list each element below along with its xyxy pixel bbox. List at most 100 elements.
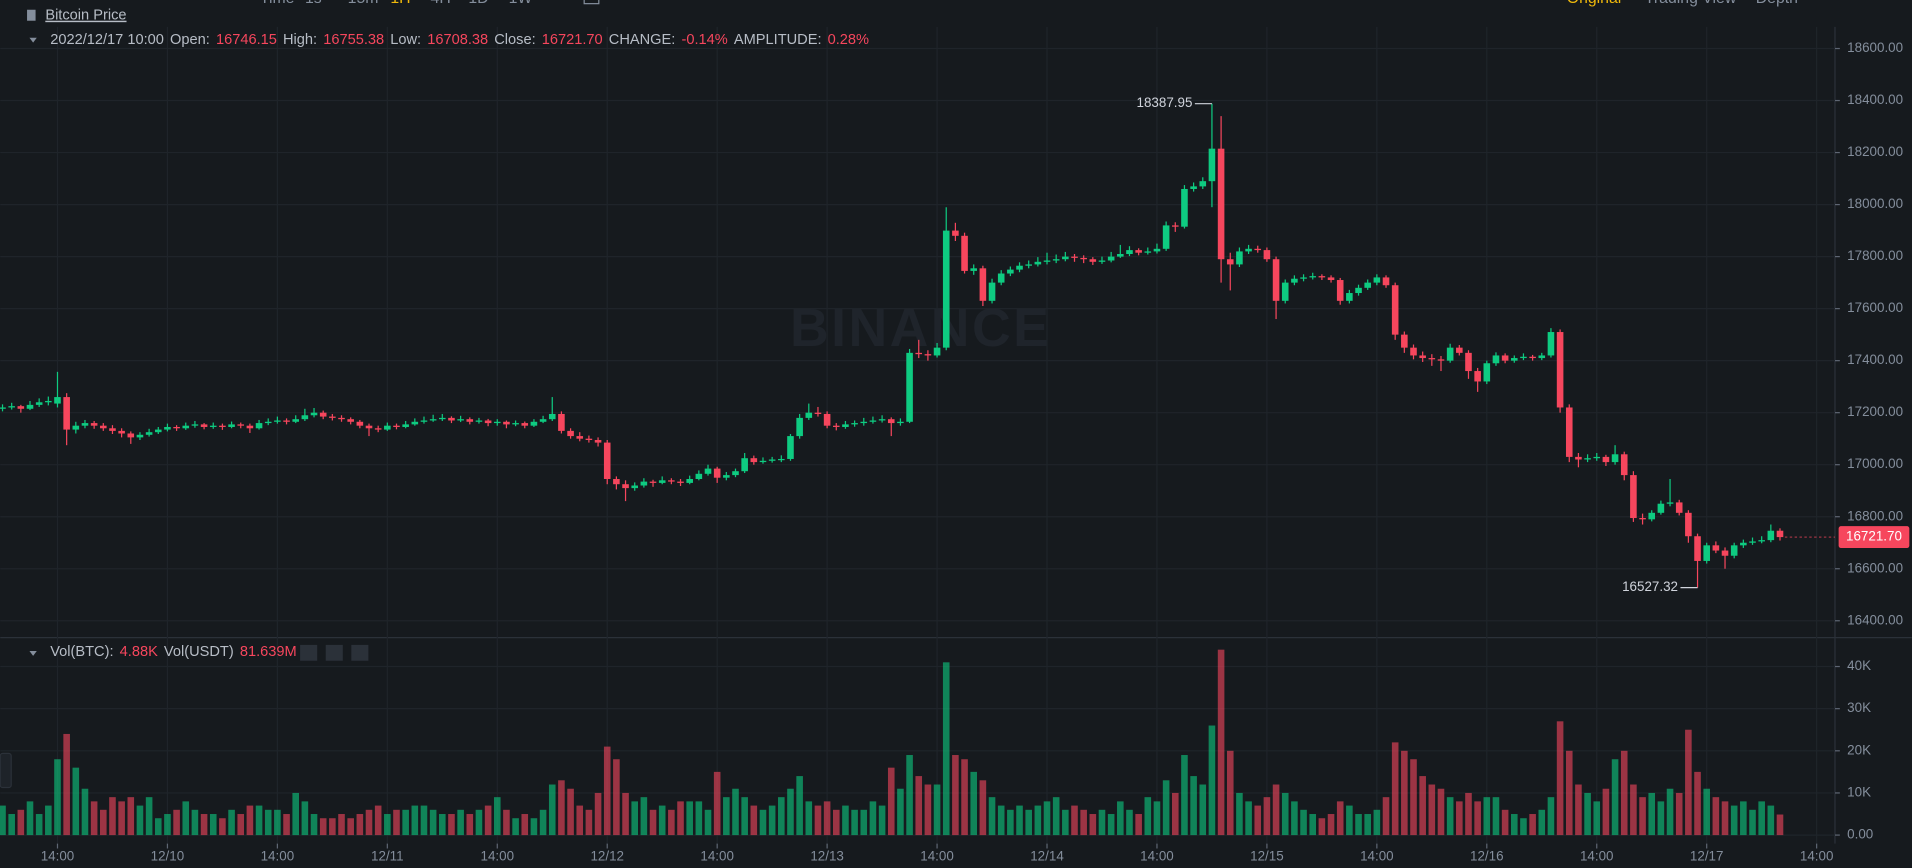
- volume-bar: [429, 809, 437, 836]
- candle-body: [1501, 355, 1509, 361]
- info-value: 16708.38: [427, 32, 488, 48]
- volume-bar: [356, 814, 364, 836]
- price-tag-label: 16721.70: [1846, 529, 1902, 544]
- candle-body: [1190, 186, 1197, 189]
- volume-bar: [521, 814, 529, 836]
- vol-button[interactable]: [300, 644, 318, 661]
- volume-bar: [814, 805, 822, 836]
- x-tick-label: 12/17: [1690, 849, 1724, 864]
- candle-body: [292, 419, 299, 422]
- volume-bar: [1327, 814, 1335, 836]
- candle-body: [558, 413, 565, 431]
- candle-body: [1675, 502, 1683, 513]
- volume-bar: [1300, 809, 1307, 836]
- candle-body: [1089, 259, 1097, 262]
- interval-button[interactable]: Time: [260, 0, 295, 7]
- volume-bar: [887, 767, 895, 836]
- volume-bar: [1602, 788, 1610, 836]
- y-tick-label: 17400.00: [1847, 352, 1903, 367]
- volume-bar: [585, 809, 593, 836]
- side-toggle[interactable]: [0, 752, 12, 789]
- volume-bar: [1062, 809, 1069, 836]
- view-button[interactable]: Original: [1567, 0, 1622, 7]
- candle-body: [933, 347, 941, 356]
- volume-bar: [1630, 784, 1637, 836]
- candle-body: [109, 428, 116, 431]
- candle-body: [35, 402, 43, 405]
- y2-tick-label: 10K: [1847, 784, 1871, 799]
- y-tick-label: 17000.00: [1847, 456, 1903, 471]
- interval-button[interactable]: 15m: [348, 0, 379, 7]
- collapse-arrow[interactable]: [29, 37, 37, 43]
- volume-bar: [1162, 780, 1170, 836]
- y-tick-label: 16400.00: [1847, 612, 1903, 627]
- interval-button[interactable]: 1H: [390, 0, 410, 7]
- candle-body: [695, 473, 703, 480]
- y-tick-label: 18000.00: [1847, 196, 1903, 211]
- candle-body: [1391, 285, 1399, 335]
- volume-bar: [402, 809, 409, 836]
- volume-bar: [264, 809, 272, 836]
- candle-body: [411, 421, 419, 425]
- volume-bar: [778, 797, 785, 836]
- collapse-arrow[interactable]: [29, 651, 37, 656]
- volume-bar: [1712, 797, 1720, 836]
- candle-body: [283, 420, 290, 422]
- volume-bar: [530, 818, 538, 836]
- info-label: Open:: [170, 32, 210, 48]
- candle-body: [613, 479, 620, 485]
- view-button[interactable]: Trading View: [1645, 0, 1737, 7]
- candle-body: [1776, 530, 1784, 538]
- vol-button[interactable]: [325, 644, 343, 661]
- volume-bar: [1089, 814, 1097, 836]
- volume-bar: [72, 767, 80, 836]
- candle-body: [274, 420, 281, 422]
- x-tick-label: 14:00: [1360, 849, 1394, 864]
- chart-title[interactable]: Bitcoin Price: [45, 8, 126, 24]
- volume-bar: [17, 809, 25, 836]
- volume-bar: [640, 797, 648, 836]
- interval-button[interactable]: 1s: [305, 0, 322, 7]
- candle-body: [1474, 371, 1481, 382]
- candle-body: [1199, 181, 1207, 187]
- volume-bar: [723, 797, 730, 836]
- interval-button[interactable]: 4H: [431, 0, 451, 7]
- candle-body: [814, 412, 822, 414]
- info-label: CHANGE:: [609, 32, 676, 48]
- candle-body: [924, 354, 932, 356]
- volume-bar: [1620, 750, 1628, 836]
- volume-bar: [1776, 814, 1784, 836]
- candle-body: [897, 421, 904, 424]
- volume-bar: [118, 801, 125, 836]
- candle-body: [649, 481, 657, 483]
- candle-body: [768, 459, 776, 461]
- candle-body: [640, 481, 648, 486]
- vol-button[interactable]: [351, 644, 369, 661]
- candle-body: [54, 397, 61, 404]
- candle-body: [1117, 254, 1124, 257]
- candle-body: [1336, 280, 1344, 301]
- candle-body: [100, 425, 107, 429]
- volume-bar: [539, 809, 547, 836]
- volume-bar: [741, 797, 748, 836]
- volume-bar: [1190, 776, 1197, 836]
- interval-button[interactable]: 1W: [509, 0, 533, 7]
- candle-body: [200, 424, 208, 427]
- volume-bar: [1465, 792, 1472, 836]
- candle-body: [1254, 248, 1262, 251]
- candle-body: [1071, 256, 1078, 258]
- view-button[interactable]: Depth: [1756, 0, 1798, 7]
- candle-body: [1511, 358, 1518, 361]
- volume-bar: [1263, 797, 1271, 836]
- candle-body: [374, 428, 382, 430]
- y-tick-label: 17800.00: [1847, 248, 1903, 263]
- candle-body: [787, 436, 794, 459]
- candle-body: [1657, 503, 1665, 513]
- candle-body: [686, 479, 693, 483]
- candle-body: [567, 430, 574, 437]
- candle-body: [512, 423, 519, 425]
- candle-body: [1034, 261, 1042, 265]
- interval-button[interactable]: 1D: [468, 0, 488, 7]
- candle-body: [237, 424, 245, 426]
- volume-bar: [1309, 814, 1317, 836]
